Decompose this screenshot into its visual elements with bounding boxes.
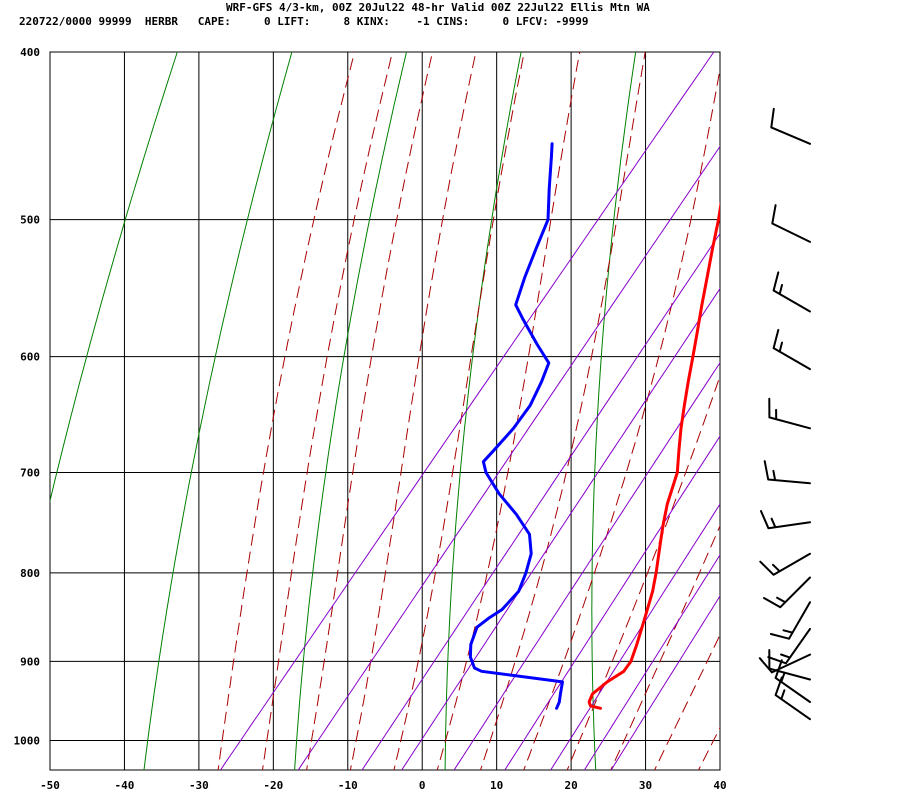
wind-barb (763, 460, 811, 485)
moist-adiabat (349, 52, 477, 770)
wind-barb (768, 649, 811, 681)
moist-adiabat (217, 52, 356, 770)
wind-barb (772, 271, 811, 313)
mixing-ratio-line (610, 595, 720, 770)
dry-adiabat (294, 52, 408, 770)
moist-adiabat (566, 374, 720, 770)
x-tick-labels: -50 -40 -30 -20 -10 0 10 20 30 40 (40, 779, 727, 792)
y-tick-label: 1000 (14, 735, 41, 748)
temperature-trace (587, 200, 720, 710)
dry-adiabat (444, 52, 522, 770)
x-tick-label: 10 (490, 779, 503, 792)
moist-adiabat (523, 66, 720, 770)
profile-traces (468, 142, 720, 710)
wind-barb (774, 676, 811, 721)
stability-indices: 220722/0000 99999 HERBR CAPE: 0 LIFT: 8 … (19, 15, 589, 28)
mixing-ratio-line (297, 145, 720, 770)
x-tick-label: -50 (40, 779, 60, 792)
moist-adiabat (697, 726, 720, 770)
y-tick-label: 400 (20, 46, 40, 59)
dry-adiabat (729, 33, 752, 777)
dewpoint-trace (468, 142, 564, 710)
mixing-ratio-line (504, 435, 720, 770)
wind-barb (760, 510, 811, 530)
moist-adiabat (654, 633, 720, 770)
moist-adiabat (610, 524, 720, 770)
x-tick-label: 40 (713, 779, 726, 792)
x-tick-label: -40 (115, 779, 135, 792)
y-tick-label: 600 (20, 351, 40, 364)
mixing-ratio-line (550, 503, 720, 770)
wind-barb (771, 204, 811, 243)
y-tick-labels: 400 500 600 700 800 900 1000 (14, 46, 41, 748)
dry-adiabat (50, 52, 178, 503)
moist-adiabat (261, 52, 394, 770)
x-tick-label: -20 (263, 779, 283, 792)
mixing-ratio-line (401, 287, 720, 770)
mixing-ratio-line (453, 361, 720, 770)
dry-adiabat (858, 33, 898, 777)
chart-title: WRF-GFS 4/3-km, 00Z 20Jul22 48-hr Valid … (226, 1, 650, 14)
y-tick-label: 900 (20, 655, 40, 668)
x-tick-label: 30 (639, 779, 652, 792)
wind-barb (772, 329, 811, 371)
moist-adiabat (436, 52, 581, 770)
wind-barb (769, 601, 811, 640)
y-tick-label: 700 (20, 467, 40, 480)
moist-adiabat (479, 52, 646, 770)
wind-barb (768, 397, 811, 430)
wind-barb (763, 576, 811, 609)
dry-adiabat (143, 52, 293, 770)
moist-adiabat (306, 52, 434, 770)
wind-barb (759, 552, 811, 576)
background-lines (50, 33, 898, 777)
wind-barb (770, 107, 811, 145)
mixing-ratio-line (361, 232, 720, 770)
y-tick-label: 800 (20, 567, 40, 580)
x-tick-label: 20 (564, 779, 577, 792)
x-tick-label: 0 (419, 779, 426, 792)
wind-barbs (758, 107, 811, 721)
x-tick-label: -30 (189, 779, 209, 792)
wind-barb (767, 627, 811, 665)
dry-adiabat (591, 52, 637, 770)
mixing-ratio-line (583, 553, 720, 770)
x-tick-label: -10 (338, 779, 358, 792)
y-tick-label: 500 (20, 214, 40, 227)
mixing-ratio-line (219, 52, 715, 770)
moist-adiabat (393, 52, 525, 770)
grid-lines (49, 51, 721, 771)
